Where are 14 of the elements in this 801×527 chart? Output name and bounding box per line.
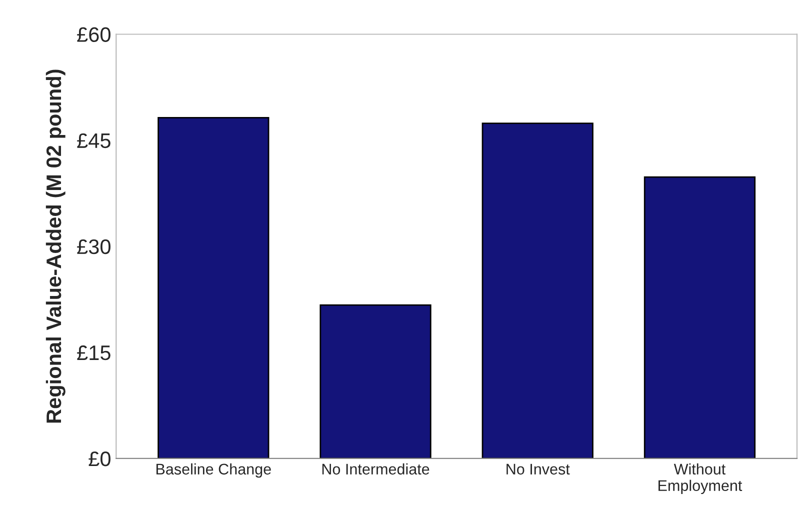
bar xyxy=(158,116,270,458)
x-tick-label: No Invest xyxy=(506,464,570,475)
y-tick-label: £45 xyxy=(77,133,110,148)
y-tick-label: £15 xyxy=(77,345,110,360)
bar xyxy=(482,122,594,458)
y-tick-label: £30 xyxy=(77,239,110,254)
x-tick-label: Baseline Change xyxy=(156,463,271,478)
y-tick-label: £60 xyxy=(77,27,110,42)
y-tick-label: £0 xyxy=(88,451,110,466)
y-axis-title: Regional Value-Added (M 02 pound) xyxy=(46,70,66,423)
bar xyxy=(644,176,756,458)
x-tick-label: Without Employment xyxy=(658,463,742,494)
bar xyxy=(320,304,432,458)
x-tick-label: No Intermediate xyxy=(322,463,430,475)
